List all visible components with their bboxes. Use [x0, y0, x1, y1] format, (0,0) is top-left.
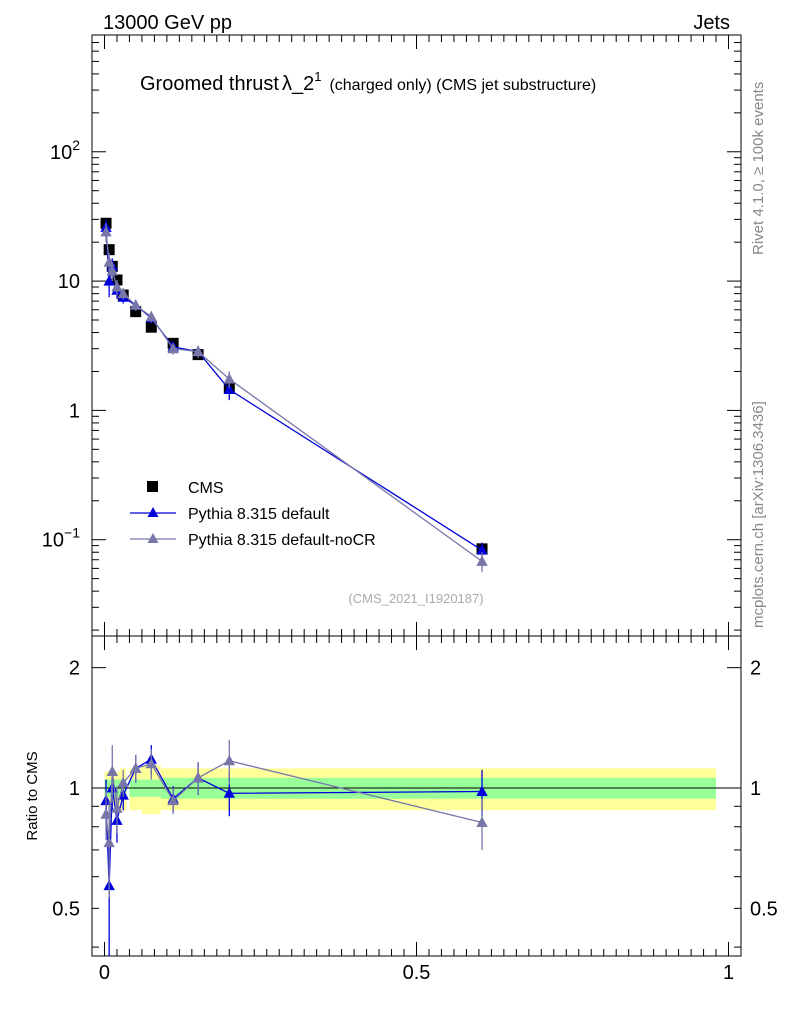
- ratio-data-point: [129, 762, 142, 773]
- ratio-data-point: [111, 802, 123, 813]
- ratio-series: [100, 739, 488, 956]
- mc-data-point: [167, 342, 179, 354]
- main-y-tick-base: 10: [42, 530, 64, 552]
- title-rest: (charged only) (CMS jet substructure): [329, 77, 596, 94]
- ratio-y-tick-label: 0.5: [52, 898, 80, 920]
- ratio-x-tick-label: 1: [723, 962, 734, 984]
- ratio-x-tick-label: 0.5: [403, 962, 431, 984]
- header-energy: 13000 GeV pp: [103, 12, 232, 34]
- main-x-axis: [103, 35, 730, 636]
- ratio-data-point: [103, 836, 115, 848]
- main-y-tick-exponent: −1: [64, 525, 80, 541]
- cms-data-point: [145, 321, 157, 333]
- mcplots-label: mcplots.cern.ch [arXiv:1306.3436]: [750, 401, 767, 628]
- mc-data-point: [111, 281, 123, 292]
- main-y-tick-label: 1: [69, 400, 80, 422]
- title-superscript: 1: [314, 69, 321, 84]
- main-y-tick-label: 10: [58, 271, 80, 293]
- ratio-y-tick-label: 2: [69, 658, 80, 680]
- mc-data-point: [103, 275, 115, 286]
- legend-nocr-label: Pythia 8.315 default-noCR: [188, 532, 376, 549]
- mc-data-point: [192, 345, 204, 357]
- mc-data-point: [476, 544, 488, 555]
- ratio-data-point: [192, 771, 204, 783]
- ratio-data-point: [145, 757, 157, 769]
- legend-cms-label: CMS: [188, 480, 224, 497]
- main-series: [100, 217, 488, 573]
- legend-nocr-marker: [147, 533, 159, 543]
- mc-data-point: [223, 372, 235, 384]
- main-y-tick-label: 10−1: [42, 525, 80, 552]
- ratio-data-point: [117, 776, 129, 788]
- ratio-x-axis: 0 0.5 1: [99, 636, 734, 984]
- ratio-y-axis: 0.5 0.5 1 1 2 2: [52, 658, 778, 948]
- mc-data-point: [100, 225, 112, 237]
- ratio-y-tick-label-right: 2: [750, 658, 761, 680]
- legend-default-marker: [147, 507, 159, 517]
- ratio-data-point: [476, 785, 488, 797]
- mc-data-point: [223, 383, 235, 395]
- legend-cms-marker: [147, 481, 158, 492]
- mc-data-point: [129, 299, 142, 310]
- mc-data-point: [117, 287, 129, 299]
- legend: CMS Pythia 8.315 default Pythia 8.315 de…: [130, 480, 376, 549]
- main-y-tick-label: 102: [50, 137, 80, 164]
- ratio-data-point: [223, 787, 235, 798]
- ratio-y-tick-label-right: 0.5: [750, 898, 778, 920]
- ratio-data-point: [223, 754, 235, 766]
- mc-data-point: [106, 264, 118, 276]
- title-lambda: λ_2: [282, 73, 314, 95]
- mc-data-point: [476, 555, 488, 566]
- ratio-y-tick-label: 1: [69, 778, 80, 800]
- series-line-1: [105, 227, 483, 551]
- ratio-x-tick-label: 0: [99, 962, 110, 984]
- cms-data-point: [103, 244, 115, 256]
- ratio-y-tick-label-right: 1: [750, 778, 761, 800]
- rivet-label: Rivet 4.1.0, ≥ 100k events: [750, 82, 767, 255]
- analysis-id: (CMS_2021_I1920187): [348, 591, 483, 606]
- ratio-data-point: [106, 765, 118, 776]
- plot-title: Groomed thrust λ_21 (charged only) (CMS je…: [140, 69, 596, 95]
- header-category: Jets: [693, 12, 730, 34]
- main-y-tick-exponent: 2: [72, 137, 80, 153]
- ratio-data-point: [167, 794, 179, 806]
- ratio-y-label: Ratio to CMS: [24, 751, 41, 840]
- legend-default-label: Pythia 8.315 default: [188, 506, 330, 523]
- title-main: Groomed thrust: [140, 73, 279, 95]
- mc-data-point: [145, 310, 157, 322]
- main-y-tick-base: 10: [50, 142, 72, 164]
- cms-data-point: [130, 306, 142, 318]
- ratio-data-point: [476, 816, 488, 827]
